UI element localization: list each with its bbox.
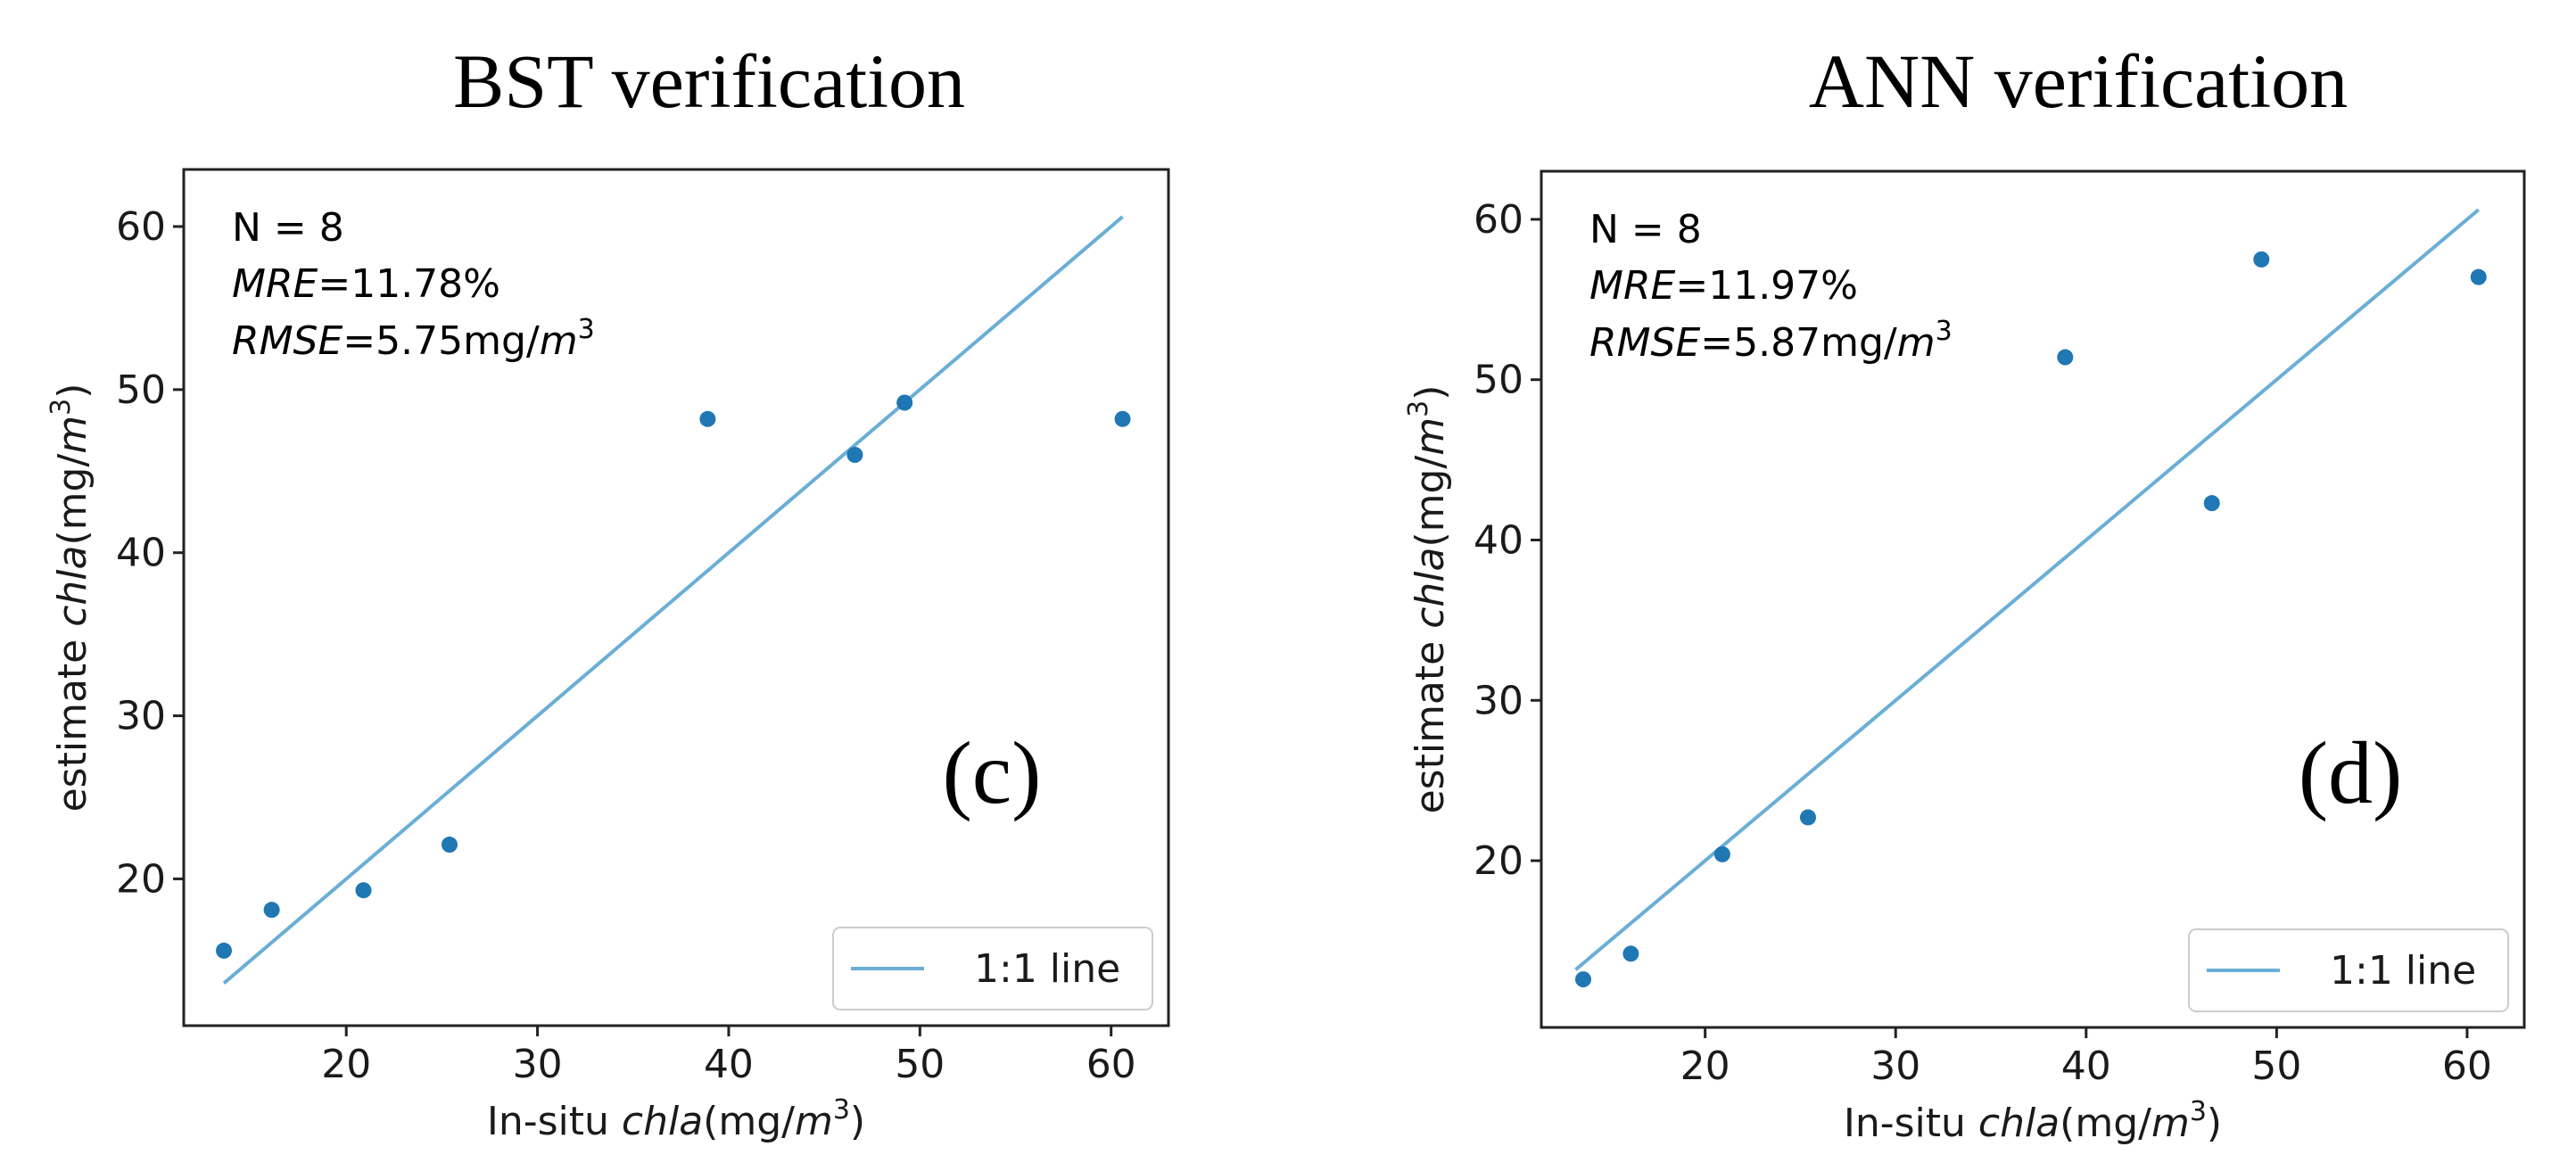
mre-label: MRE (232, 261, 318, 307)
y-tick-label: 30 (1474, 678, 1523, 723)
data-point (699, 410, 716, 427)
x-axis-label: In-situ chla(mg/m3) (487, 1094, 865, 1144)
rmse-unit-symbol: m (540, 318, 578, 364)
x-label-suffix: ) (850, 1099, 865, 1144)
data-point (2253, 251, 2270, 268)
x-label-prefix: In-situ (1844, 1101, 1978, 1146)
data-point (441, 837, 458, 854)
rmse-unit-superscript: 3 (1936, 316, 1953, 347)
y-tick-label: 50 (1474, 358, 1523, 403)
y-tick-label: 40 (116, 531, 166, 576)
y-axis-label: estimate chla(mg/m3) (45, 384, 95, 812)
annotation-n: N = 8 (1589, 207, 1702, 252)
data-point (896, 394, 913, 411)
y-tick-label: 40 (1474, 517, 1523, 563)
y-label-superscript: 3 (45, 399, 77, 416)
y-tick-label: 20 (1474, 838, 1523, 884)
mre-value: =11.78% (318, 261, 500, 307)
mre-value: =11.97% (1675, 263, 1858, 309)
data-point (2057, 349, 2074, 366)
data-point (2470, 268, 2487, 285)
y-label-prefix: estimate (50, 627, 95, 812)
data-point (216, 942, 233, 959)
data-point (2203, 495, 2220, 512)
annotation-rmse: RMSE=5.87mg/m3 (1589, 316, 1953, 366)
y-label-suffix: ) (50, 384, 95, 399)
x-label-unit-symbol: m (795, 1099, 833, 1144)
data-point (1799, 809, 1816, 826)
data-point (1622, 945, 1639, 962)
legend-box (2188, 928, 2509, 1012)
y-label-prefix: estimate (1408, 629, 1453, 814)
y-tick-label: 30 (116, 694, 166, 739)
y-label-unit-symbol: m (50, 416, 95, 454)
rmse-unit-superscript: 3 (578, 314, 595, 345)
x-tick-label: 50 (2251, 1043, 2301, 1089)
x-tick-label: 60 (1086, 1042, 1136, 1087)
mre-label: MRE (1589, 263, 1676, 309)
plot-frame (182, 168, 1170, 1027)
y-tick-label: 20 (116, 856, 166, 902)
x-tick-label: 40 (704, 1042, 754, 1087)
y-label-variable: chla (50, 546, 95, 627)
rmse-unit-symbol: m (1897, 320, 1936, 366)
annotation-rmse: RMSE=5.75mg/m3 (232, 314, 595, 364)
x-label-superscript: 3 (833, 1094, 850, 1126)
y-tick-label: 50 (116, 367, 166, 413)
y-axis-label: estimate chla(mg/m3) (1403, 385, 1453, 814)
x-tick-label: 20 (321, 1042, 371, 1087)
chart-title: BST verification (453, 38, 965, 124)
legend-label: 1:1 line (2330, 948, 2476, 994)
x-label-prefix: In-situ (487, 1099, 622, 1144)
annotation-n: N = 8 (232, 205, 344, 251)
plot-frame (1540, 169, 2526, 1029)
y-tick-label: 60 (1474, 197, 1523, 243)
y-label-units: (mg/ (1408, 456, 1453, 548)
x-tick-label: 60 (2442, 1043, 2492, 1089)
rmse-label: RMSE (1589, 320, 1700, 366)
rmse-value: =5.75mg/ (343, 318, 540, 364)
x-tick-label: 20 (1680, 1043, 1730, 1089)
chart-title: ANN verification (1809, 38, 2348, 124)
rmse-value: =5.87mg/ (1700, 320, 1897, 366)
y-label-superscript: 3 (1403, 400, 1434, 417)
x-label-variable: chla (1978, 1101, 2060, 1146)
legend-box (832, 927, 1153, 1010)
x-axis-label: In-situ chla(mg/m3) (1844, 1096, 2222, 1146)
x-label-superscript: 3 (2190, 1096, 2207, 1127)
rmse-label: RMSE (232, 318, 343, 364)
data-point (1574, 971, 1591, 988)
one-to-one-line (1574, 208, 2481, 971)
legend-label: 1:1 line (974, 946, 1120, 992)
data-point (263, 902, 280, 919)
y-label-units: (mg/ (50, 454, 95, 546)
x-tick-label: 40 (2061, 1043, 2111, 1089)
x-label-variable: chla (622, 1099, 703, 1144)
y-tick-label: 60 (116, 204, 166, 250)
data-point (1713, 845, 1730, 862)
data-point (355, 882, 372, 899)
annotation-mre: MRE=11.78% (232, 261, 500, 307)
x-label-units: (mg/ (703, 1099, 795, 1144)
x-label-unit-symbol: m (2151, 1101, 2190, 1146)
y-label-variable: chla (1408, 548, 1453, 629)
y-label-unit-symbol: m (1408, 417, 1453, 456)
panel-label: (d) (2299, 723, 2403, 822)
x-tick-label: 50 (895, 1042, 945, 1087)
x-label-units: (mg/ (2060, 1101, 2151, 1146)
x-tick-label: 30 (513, 1042, 563, 1087)
annotation-mre: MRE=11.97% (1589, 263, 1858, 309)
y-label-suffix: ) (1408, 385, 1453, 400)
one-to-one-line (222, 215, 1124, 985)
x-tick-label: 30 (1870, 1043, 1920, 1089)
panel-label: (c) (943, 723, 1042, 822)
chart-bst: BST verification 20 30 40 50 60 20 30 40 50 60 In-s… (45, 38, 1170, 1144)
data-point (1114, 410, 1131, 427)
x-label-suffix: ) (2207, 1101, 2222, 1146)
chart-ann: ANN verification 20 30 40 50 60 20 30 40 50 60 In-s… (1403, 38, 2526, 1146)
data-point (846, 447, 863, 463)
